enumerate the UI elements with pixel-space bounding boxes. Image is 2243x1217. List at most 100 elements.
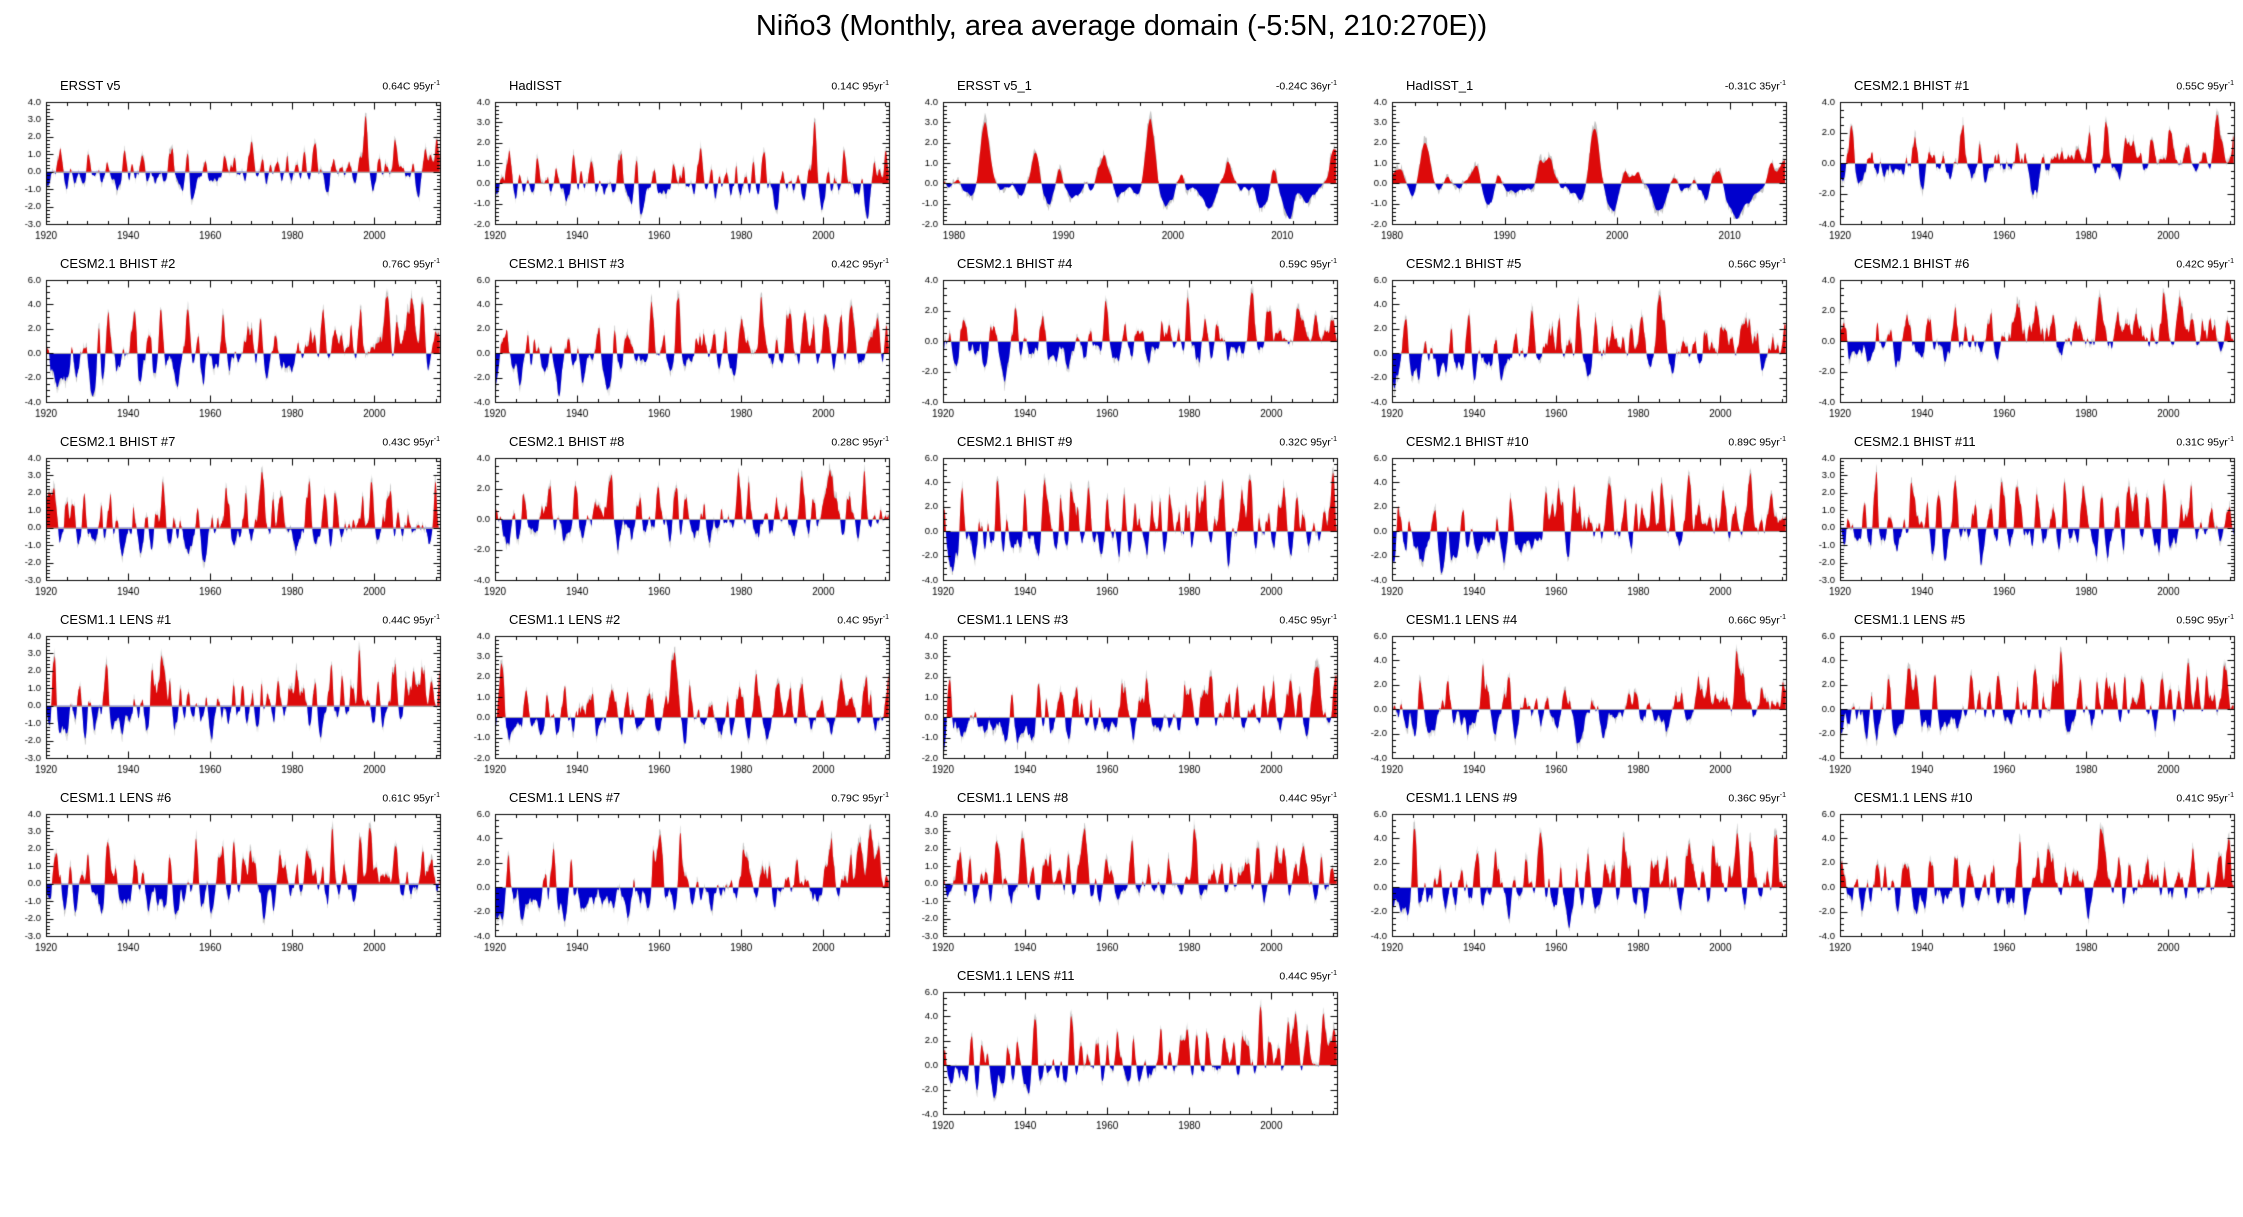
panel-trend-value: 0.64C 95yr (382, 80, 434, 93)
anomaly-plot-canvas (0, 784, 448, 962)
panel-trend-value: 0.43C 95yr (382, 436, 434, 449)
panel-trend-exponent: -1 (1779, 792, 1786, 799)
panel-trend-label: 0.55C 95yr-1 (2176, 80, 2234, 93)
panel-trend-exponent: -1 (1330, 792, 1337, 799)
panel-trend-exponent: -1 (1330, 436, 1337, 443)
panel-trend-label: 0.41C 95yr-1 (2176, 792, 2234, 805)
panel-trend-label: 0.44C 95yr-1 (1279, 792, 1337, 805)
panel-trend-exponent: -1 (882, 614, 889, 621)
anomaly-plot-canvas (449, 784, 897, 962)
panel-trend-label: 0.32C 95yr-1 (1279, 436, 1337, 449)
anomaly-plot-canvas (0, 250, 448, 428)
panel-trend-label: 0.36C 95yr-1 (1728, 792, 1786, 805)
panel-cesm2-1-bhist-9: CESM2.1 BHIST #9 0.32C 95yr-1 (897, 428, 1345, 606)
panel-title: CESM1.1 LENS #10 (1854, 790, 1973, 805)
panel-trend-exponent: -1 (2227, 436, 2234, 443)
panel-trend-exponent: -1 (2227, 80, 2234, 87)
panel-trend-label: 0.42C 95yr-1 (831, 258, 889, 271)
panel-trend-value: 0.44C 95yr (1279, 792, 1331, 805)
panel-trend-label: 0.56C 95yr-1 (1728, 258, 1786, 271)
panel-trend-value: 0.31C 95yr (2176, 436, 2228, 449)
panel-trend-label: 0.43C 95yr-1 (382, 436, 440, 449)
panel-trend-exponent: -1 (433, 258, 440, 265)
panel-cesm1-1-lens-11: CESM1.1 LENS #11 0.44C 95yr-1 (897, 962, 1345, 1140)
panel-cesm1-1-lens-1: CESM1.1 LENS #1 0.44C 95yr-1 (0, 606, 448, 784)
panel-cesm2-1-bhist-4: CESM2.1 BHIST #4 0.59C 95yr-1 (897, 250, 1345, 428)
anomaly-plot-canvas (0, 606, 448, 784)
panel-trend-label: 0.44C 95yr-1 (1279, 970, 1337, 983)
panel-trend-value: 0.59C 95yr (1279, 258, 1331, 271)
anomaly-plot-canvas (1346, 606, 1794, 784)
panel-trend-value: 0.41C 95yr (2176, 792, 2228, 805)
panel-trend-value: 0.42C 95yr (831, 258, 883, 271)
panel-title: CESM2.1 BHIST #7 (60, 434, 176, 449)
panel-title: CESM1.1 LENS #4 (1406, 612, 1518, 627)
panel-trend-label: 0.61C 95yr-1 (382, 792, 440, 805)
panel-trend-value: 0.42C 95yr (2176, 258, 2228, 271)
panel-trend-value: 0.55C 95yr (2176, 80, 2228, 93)
anomaly-plot-canvas (1346, 250, 1794, 428)
panel-trend-exponent: -1 (1779, 614, 1786, 621)
panel-title: CESM1.1 LENS #7 (509, 790, 621, 805)
panel-trend-exponent: -1 (1330, 258, 1337, 265)
anomaly-plot-canvas (1346, 784, 1794, 962)
panel-trend-label: -0.24C 36yr-1 (1276, 80, 1337, 93)
panel-cesm2-1-bhist-3: CESM2.1 BHIST #3 0.42C 95yr-1 (449, 250, 897, 428)
panel-trend-label: 0.42C 95yr-1 (2176, 258, 2234, 271)
panel-trend-exponent: -1 (2227, 258, 2234, 265)
panel-trend-label: 0.14C 95yr-1 (831, 80, 889, 93)
anomaly-plot-canvas (897, 606, 1345, 784)
panel-cesm1-1-lens-2: CESM1.1 LENS #2 0.4C 95yr-1 (449, 606, 897, 784)
panel-title: CESM2.1 BHIST #2 (60, 256, 176, 271)
panel-trend-value: 0.66C 95yr (1728, 614, 1780, 627)
panel-trend-label: 0.28C 95yr-1 (831, 436, 889, 449)
panel-trend-exponent: -1 (1330, 970, 1337, 977)
panel-trend-value: 0.61C 95yr (382, 792, 434, 805)
panel-title: CESM1.1 LENS #2 (509, 612, 621, 627)
panel-trend-label: 0.66C 95yr-1 (1728, 614, 1786, 627)
anomaly-plot-canvas (449, 250, 897, 428)
panel-cesm2-1-bhist-8: CESM2.1 BHIST #8 0.28C 95yr-1 (449, 428, 897, 606)
panel-title: CESM1.1 LENS #5 (1854, 612, 1966, 627)
panel-trend-value: 0.59C 95yr (2176, 614, 2228, 627)
panel-ersst-v5-1: ERSST v5_1 -0.24C 36yr-1 (897, 72, 1345, 250)
panel-title: HadISST (509, 78, 562, 93)
panel-cesm2-1-bhist-11: CESM2.1 BHIST #11 0.31C 95yr-1 (1794, 428, 2242, 606)
figure-title: Niño3 (Monthly, area average domain (-5:… (755, 10, 1488, 42)
anomaly-plot-canvas (1794, 250, 2242, 428)
panel-trend-label: 0.44C 95yr-1 (382, 614, 440, 627)
panel-trend-exponent: -1 (882, 436, 889, 443)
panel-trend-exponent: -1 (433, 614, 440, 621)
anomaly-plot-canvas (1794, 428, 2242, 606)
anomaly-plot-canvas (897, 250, 1345, 428)
panel-trend-label: 0.79C 95yr-1 (831, 792, 889, 805)
panel-trend-exponent: -1 (882, 80, 889, 87)
anomaly-plot-canvas (0, 72, 448, 250)
panel-trend-value: 0.36C 95yr (1728, 792, 1780, 805)
panel-trend-label: 0.89C 95yr-1 (1728, 436, 1786, 449)
panel-trend-label: 0.59C 95yr-1 (1279, 258, 1337, 271)
panel-ersst-v5: ERSST v5 0.64C 95yr-1 (0, 72, 448, 250)
anomaly-plot-canvas (1794, 606, 2242, 784)
panel-trend-value: 0.14C 95yr (831, 80, 883, 93)
panel-trend-value: 0.32C 95yr (1279, 436, 1331, 449)
panel-title: CESM1.1 LENS #9 (1406, 790, 1518, 805)
anomaly-plot-canvas (1794, 72, 2242, 250)
panel-trend-value: -0.31C 35yr (1724, 80, 1780, 93)
panel-title: CESM1.1 LENS #6 (60, 790, 172, 805)
panel-trend-label: 0.45C 95yr-1 (1279, 614, 1337, 627)
anomaly-plot-canvas (1346, 72, 1794, 250)
anomaly-plot-canvas (897, 962, 1345, 1140)
panel-trend-label: 0.59C 95yr-1 (2176, 614, 2234, 627)
panel-title: CESM2.1 BHIST #9 (957, 434, 1073, 449)
anomaly-plot-canvas (1346, 428, 1794, 606)
anomaly-plot-canvas (0, 428, 448, 606)
panel-trend-exponent: -1 (882, 792, 889, 799)
panel-cesm1-1-lens-8: CESM1.1 LENS #8 0.44C 95yr-1 (897, 784, 1345, 962)
panel-trend-label: 0.64C 95yr-1 (382, 80, 440, 93)
panel-title: CESM2.1 BHIST #4 (957, 256, 1073, 271)
panel-cesm2-1-bhist-7: CESM2.1 BHIST #7 0.43C 95yr-1 (0, 428, 448, 606)
panel-title: HadISST_1 (1406, 78, 1474, 93)
panel-trend-exponent: -1 (2227, 614, 2234, 621)
